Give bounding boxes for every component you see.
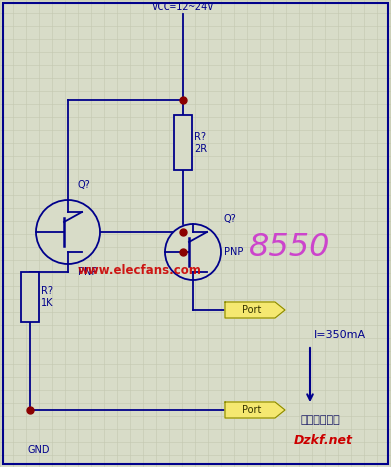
Text: VCC=12~24V: VCC=12~24V (152, 2, 214, 12)
Text: www.elecfans.com: www.elecfans.com (78, 263, 202, 276)
Text: R?: R? (194, 132, 206, 142)
Text: 1K: 1K (41, 298, 54, 308)
Polygon shape (225, 402, 285, 418)
Text: Dzkf.net: Dzkf.net (294, 433, 353, 446)
Circle shape (165, 224, 221, 280)
Bar (21, 272, 39, 322)
Bar (174, 115, 192, 170)
Text: 电子开发社区: 电子开发社区 (300, 415, 340, 425)
Text: Port: Port (242, 405, 262, 415)
Text: 2R: 2R (194, 143, 207, 154)
Text: PNP: PNP (78, 267, 97, 277)
Text: I=350mA: I=350mA (314, 330, 366, 340)
Text: Port: Port (242, 305, 262, 315)
Text: PNP: PNP (224, 247, 243, 257)
Text: 8550: 8550 (249, 232, 330, 262)
Text: Q?: Q? (78, 180, 91, 190)
Circle shape (36, 200, 100, 264)
Text: GND: GND (27, 445, 50, 455)
Polygon shape (225, 302, 285, 318)
Text: R?: R? (41, 286, 53, 296)
Text: Q?: Q? (224, 214, 237, 224)
